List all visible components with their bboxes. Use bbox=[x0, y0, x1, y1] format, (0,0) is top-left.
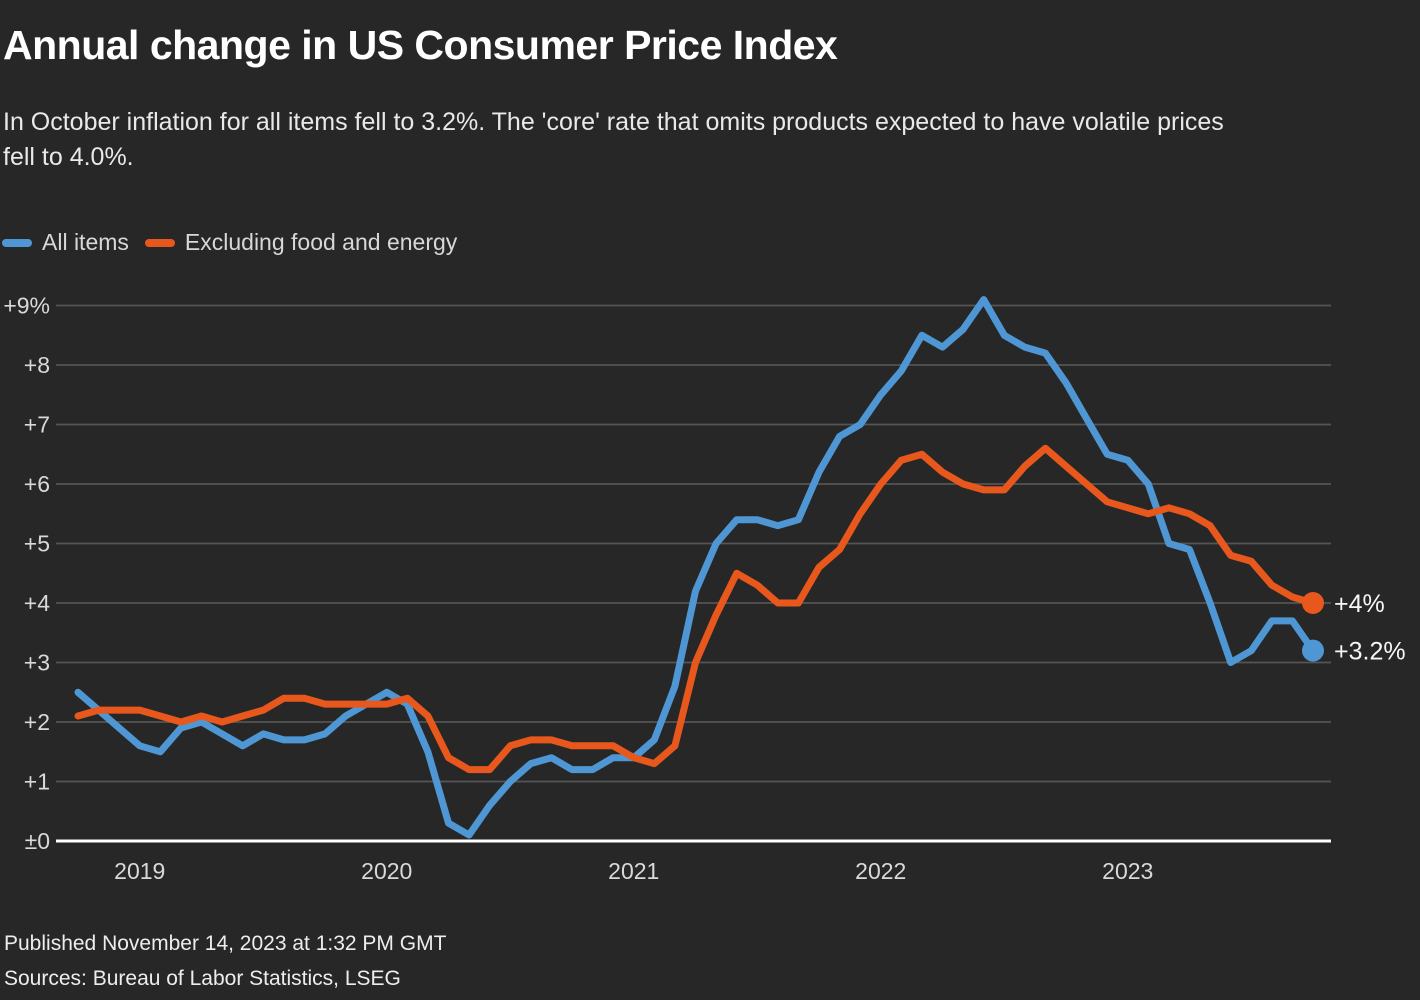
x-tick-label: 2023 bbox=[1102, 858, 1153, 884]
all-items-swatch bbox=[2, 238, 32, 247]
x-tick-label: 2021 bbox=[608, 858, 659, 884]
x-tick-label: 2022 bbox=[855, 858, 906, 884]
subtitle-line-2: fell to 4.0%. bbox=[3, 143, 134, 171]
x-tick-label: 2019 bbox=[114, 858, 165, 884]
published-timestamp: Published November 14, 2023 at 1:32 PM G… bbox=[4, 932, 447, 955]
chart-subtitle: In October inflation for all items fell … bbox=[3, 105, 1224, 175]
y-tick-label: +6 bbox=[24, 471, 50, 497]
core-end-dot bbox=[1302, 592, 1324, 614]
core-swatch bbox=[144, 238, 175, 247]
y-tick-label: +7 bbox=[24, 412, 50, 438]
y-tick-label: +8 bbox=[24, 352, 50, 378]
y-tick-label: +2 bbox=[24, 709, 50, 735]
core-end-label: +4% bbox=[1334, 590, 1385, 618]
y-tick-label: +5 bbox=[24, 531, 50, 557]
subtitle-line-1: In October inflation for all items fell … bbox=[3, 108, 1224, 136]
core-line bbox=[74, 444, 1317, 774]
y-tick-label: +1 bbox=[24, 769, 50, 795]
sources-note: Sources: Bureau of Labor Statistics, LSE… bbox=[4, 967, 401, 990]
legend-label-core: Excluding food and energy bbox=[184, 229, 458, 255]
y-tick-label: +4 bbox=[24, 590, 50, 616]
all-items-end-dot bbox=[1302, 639, 1324, 662]
y-tick-label: +3 bbox=[24, 650, 50, 676]
legend-item-core: Excluding food and energy bbox=[144, 229, 458, 256]
x-tick-label: 2020 bbox=[361, 858, 412, 884]
page-title: Annual change in US Consumer Price Index bbox=[3, 22, 838, 68]
y-tick-label: ±0 bbox=[25, 828, 50, 854]
all-items-end-label: +3.2% bbox=[1334, 638, 1406, 666]
legend-item-all-items: All items bbox=[2, 229, 129, 256]
all-items-line bbox=[74, 296, 1317, 839]
y-tick-label: +9% bbox=[3, 293, 50, 319]
chart-legend: All items Excluding food and energy bbox=[2, 229, 457, 256]
legend-label-all-items: All items bbox=[42, 229, 129, 255]
